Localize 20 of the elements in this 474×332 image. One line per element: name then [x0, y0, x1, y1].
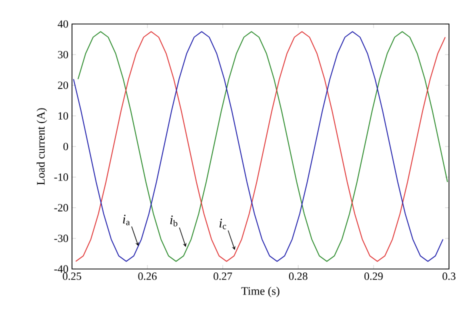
x-tick-label: 0.27 [214, 272, 232, 280]
x-tick-label: 0.26 [138, 272, 157, 280]
x-tick-label: 0.25 [62, 272, 82, 280]
x-tick-label: 0.3 [442, 272, 456, 280]
y-tick-label: -10 [54, 173, 68, 181]
x-tick-label: 0.29 [364, 272, 383, 280]
y-axis-title: Load current (A) [36, 108, 48, 185]
x-tick-label: 0.28 [289, 272, 308, 280]
y-tick-label: -30 [54, 234, 68, 242]
x-axis-title: Time (s) [241, 286, 280, 298]
y-tick-label: 20 [58, 82, 68, 89]
y-tick-label: 10 [58, 112, 68, 120]
y-tick-label: 30 [58, 50, 68, 58]
y-tick-label: -20 [54, 204, 68, 212]
annotation: i$_{a}$ [123, 214, 130, 226]
y-tick-label: 0 [63, 142, 68, 150]
y-tick-label: 40 [58, 20, 68, 28]
y-tick-label: -40 [54, 265, 68, 273]
annotation: i$_{c}$ [220, 218, 226, 230]
annotation: i$_{b}$ [170, 216, 178, 226]
